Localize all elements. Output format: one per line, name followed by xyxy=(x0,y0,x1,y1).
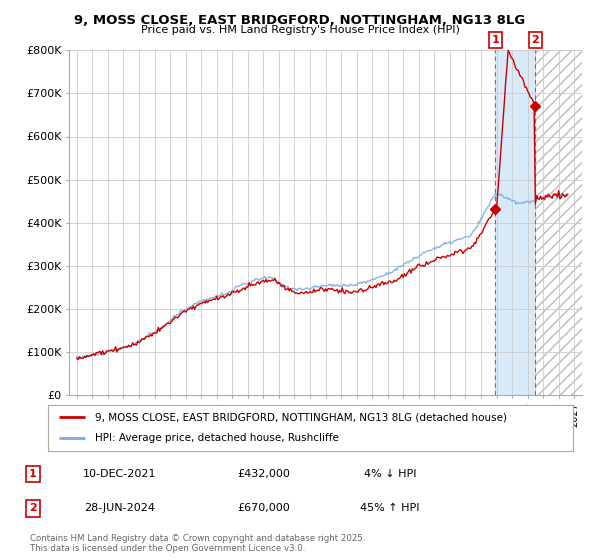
Bar xyxy=(495,50,535,395)
Text: Price paid vs. HM Land Registry's House Price Index (HPI): Price paid vs. HM Land Registry's House … xyxy=(140,25,460,35)
Text: 4% ↓ HPI: 4% ↓ HPI xyxy=(364,469,416,479)
Text: 10-DEC-2021: 10-DEC-2021 xyxy=(83,469,157,479)
Text: 28-JUN-2024: 28-JUN-2024 xyxy=(85,503,155,514)
Text: 9, MOSS CLOSE, EAST BRIDGFORD, NOTTINGHAM, NG13 8LG: 9, MOSS CLOSE, EAST BRIDGFORD, NOTTINGHA… xyxy=(74,14,526,27)
Text: 1: 1 xyxy=(29,469,37,479)
Text: Contains HM Land Registry data © Crown copyright and database right 2025.
This d: Contains HM Land Registry data © Crown c… xyxy=(30,534,365,553)
Bar xyxy=(535,50,582,395)
Text: 2: 2 xyxy=(532,35,539,45)
Text: 9, MOSS CLOSE, EAST BRIDGFORD, NOTTINGHAM, NG13 8LG (detached house): 9, MOSS CLOSE, EAST BRIDGFORD, NOTTINGHA… xyxy=(95,412,507,422)
Text: 2: 2 xyxy=(29,503,37,514)
Bar xyxy=(535,50,582,395)
Text: £432,000: £432,000 xyxy=(238,469,290,479)
Text: HPI: Average price, detached house, Rushcliffe: HPI: Average price, detached house, Rush… xyxy=(95,433,339,444)
Text: 45% ↑ HPI: 45% ↑ HPI xyxy=(360,503,420,514)
Text: 1: 1 xyxy=(491,35,499,45)
Text: £670,000: £670,000 xyxy=(238,503,290,514)
